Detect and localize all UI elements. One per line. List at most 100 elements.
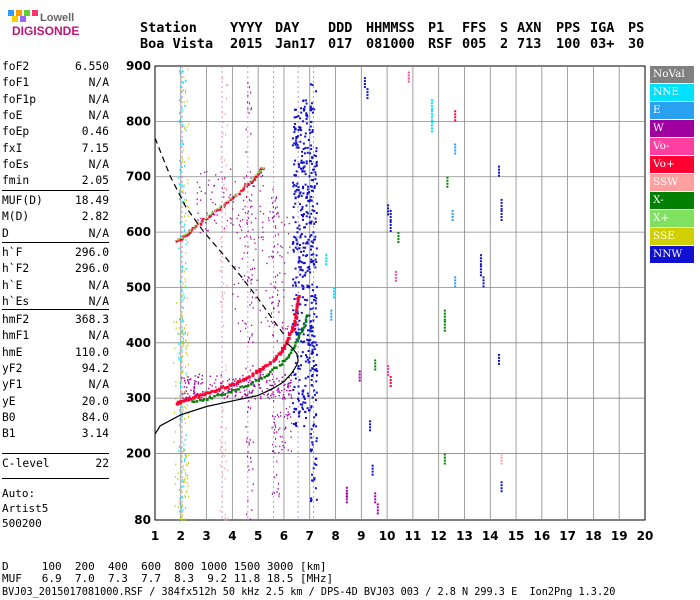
w-echo bbox=[286, 216, 288, 219]
param-name: B0 bbox=[2, 410, 16, 424]
noise-echo bbox=[185, 79, 187, 82]
w-echo bbox=[263, 393, 265, 396]
w-echo bbox=[256, 279, 258, 282]
nnw-echo bbox=[293, 407, 296, 410]
nnw-echo bbox=[297, 189, 300, 192]
noise-echo bbox=[181, 294, 183, 297]
nnw-echo bbox=[306, 146, 309, 149]
w-echo bbox=[242, 199, 245, 202]
echo-point bbox=[454, 149, 457, 152]
nnw-echo bbox=[293, 122, 296, 125]
w-echo bbox=[234, 181, 236, 183]
noise-echo bbox=[180, 359, 182, 362]
w-echo bbox=[287, 411, 289, 413]
noise-echo bbox=[220, 158, 222, 161]
nnw-echo bbox=[311, 348, 314, 351]
nnw-echo bbox=[311, 245, 314, 248]
noise-echo bbox=[180, 408, 182, 411]
nnw-echo bbox=[297, 332, 300, 335]
w-echo bbox=[268, 397, 271, 400]
param-separator bbox=[2, 453, 109, 454]
noise-echo bbox=[174, 483, 176, 486]
header-row2-0: Boa Vista bbox=[140, 36, 214, 52]
w-echo bbox=[242, 374, 244, 377]
echo-point bbox=[374, 359, 377, 362]
echo-point bbox=[479, 260, 482, 263]
nnw-echo bbox=[297, 146, 300, 149]
nnw-echo bbox=[306, 392, 309, 395]
noise-echo bbox=[274, 199, 276, 202]
o-trace-f2 bbox=[247, 375, 251, 379]
legend-item-noval: NoVal bbox=[650, 66, 694, 83]
o-trace-f2 bbox=[295, 315, 299, 319]
noise-echo bbox=[183, 392, 185, 395]
w-echo bbox=[197, 219, 199, 221]
w-echo bbox=[270, 320, 273, 323]
echo-point bbox=[430, 113, 433, 116]
o-trace-f2 bbox=[208, 391, 212, 395]
o-trace-f2 bbox=[206, 391, 210, 395]
w-echo bbox=[288, 413, 290, 416]
o-trace-f2 bbox=[274, 357, 278, 361]
noise-echo bbox=[182, 89, 184, 92]
header-row1-4: HHMMSS bbox=[366, 20, 415, 36]
noise-echo bbox=[182, 189, 184, 192]
noise-echo bbox=[274, 287, 276, 290]
nnw-echo bbox=[312, 253, 315, 256]
echo-point bbox=[389, 215, 392, 218]
noise-echo bbox=[183, 478, 185, 481]
echo-point bbox=[430, 105, 433, 108]
nnw-echo bbox=[308, 200, 311, 203]
echo-point bbox=[479, 257, 482, 260]
noise-echo bbox=[180, 171, 182, 174]
nnw-echo bbox=[302, 109, 305, 112]
noise-echo bbox=[276, 414, 278, 417]
noise-echo bbox=[221, 245, 223, 248]
noise-echo bbox=[277, 482, 279, 485]
nnw-echo bbox=[315, 440, 318, 443]
w-echo bbox=[267, 217, 270, 219]
w-echo bbox=[251, 391, 253, 393]
nnw-echo bbox=[296, 135, 299, 138]
nnw-echo bbox=[314, 178, 317, 181]
noise-echo bbox=[187, 342, 189, 345]
echo-point bbox=[358, 376, 361, 379]
nnw-echo bbox=[313, 335, 316, 338]
nnw-echo bbox=[311, 341, 314, 344]
nnw-echo bbox=[296, 248, 299, 251]
noise-echo bbox=[178, 449, 180, 452]
noise-echo bbox=[181, 139, 183, 142]
w-echo bbox=[262, 231, 264, 233]
nnw-echo bbox=[292, 185, 295, 188]
w-echo bbox=[184, 382, 187, 384]
o-trace-2f2 bbox=[256, 173, 260, 176]
nnw-echo bbox=[295, 294, 298, 297]
x-trace-f2 bbox=[210, 397, 214, 400]
w-echo bbox=[281, 326, 283, 328]
nnw-echo bbox=[305, 299, 308, 302]
x-trace-f2 bbox=[234, 389, 238, 392]
noise-echo bbox=[272, 450, 274, 453]
noise-echo bbox=[185, 456, 187, 459]
w-echo bbox=[185, 396, 188, 398]
echo-point bbox=[358, 373, 361, 376]
w-echo bbox=[251, 274, 253, 276]
echo-point bbox=[443, 315, 446, 318]
w-echo bbox=[204, 228, 207, 230]
nnw-echo bbox=[303, 340, 306, 343]
o-trace-f2 bbox=[293, 319, 297, 323]
echo-point bbox=[430, 110, 433, 113]
nnw-echo bbox=[293, 163, 296, 166]
o-trace-2f2 bbox=[191, 227, 195, 230]
x-trace-2f2 bbox=[256, 174, 258, 176]
noise-echo bbox=[224, 133, 226, 136]
noise-echo bbox=[179, 503, 181, 506]
echo-point bbox=[479, 263, 482, 266]
echo-point bbox=[387, 213, 390, 216]
x-tick-label: 19 bbox=[611, 529, 628, 543]
noise-echo bbox=[220, 258, 222, 261]
x-trace-f2 bbox=[213, 394, 216, 398]
w-echo bbox=[187, 378, 189, 381]
x-trace-f2 bbox=[219, 393, 222, 397]
nnw-echo bbox=[304, 132, 307, 135]
